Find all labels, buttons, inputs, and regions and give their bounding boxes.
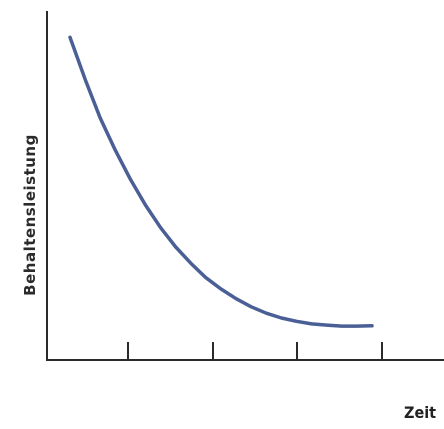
chart-axes <box>46 11 444 361</box>
x-axis-label: Zeit <box>404 403 436 422</box>
series-line <box>68 35 374 328</box>
x-axis-ticks <box>127 342 383 360</box>
y-axis-label: Behaltensleistung <box>21 134 39 296</box>
